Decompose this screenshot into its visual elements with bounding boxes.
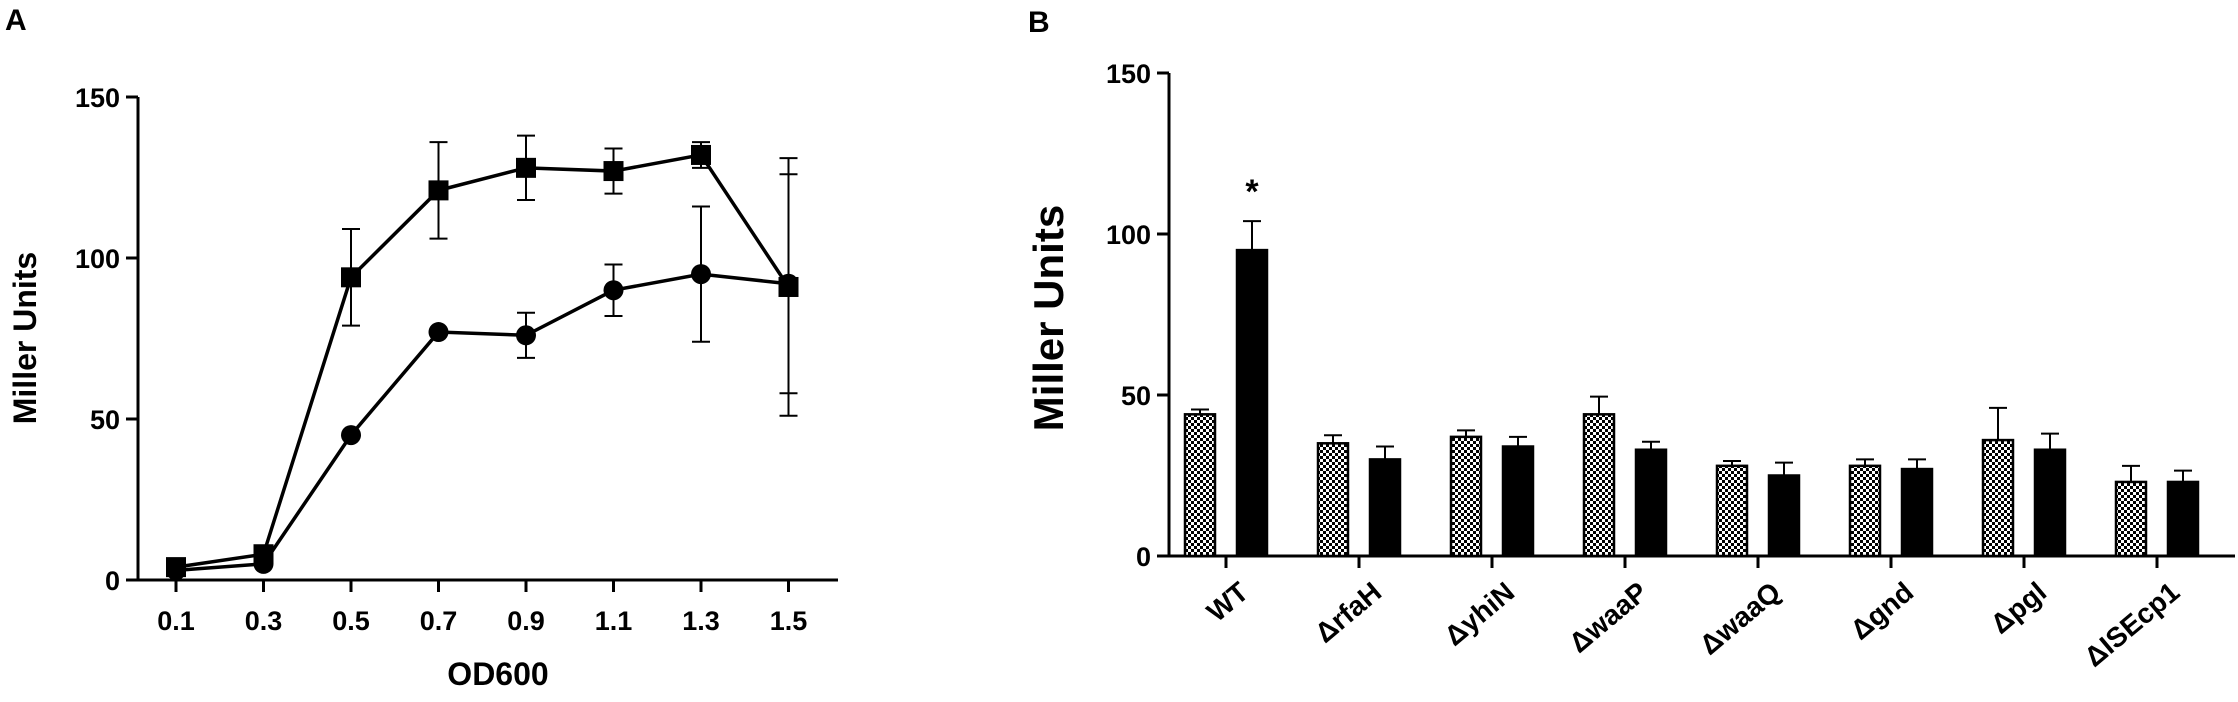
panel-b-error-bar xyxy=(1457,429,1475,437)
panel-a-y-axis-title: Miller Units xyxy=(7,252,43,424)
panel-b-checkered-bar xyxy=(2114,480,2148,558)
panel-b-category-label: ΔwaaP xyxy=(1563,576,1653,659)
panel-b-y-axis-title: Miller Units xyxy=(1025,205,1072,431)
panel-a-x-axis-title: OD600 xyxy=(447,656,548,692)
panel-b-solid-bar xyxy=(1767,474,1801,558)
panel-b-error-bar xyxy=(1723,460,1741,466)
panel-b-bar-chart: 0 50 100 150 WT ΔrfaH ΔyhiN ΔwaaP ΔwaaQ Δgnd Δpgl… xyxy=(1025,59,2235,673)
panel-a-circle-marker xyxy=(428,322,449,343)
panel-b-category-label: ΔyhiN xyxy=(1438,576,1520,652)
panel-letter-a: A xyxy=(5,4,27,37)
panel-b-error-bar xyxy=(2174,469,2192,482)
panel-b-error-bar xyxy=(1856,458,1874,466)
panel-a-x-tick-label: 1.1 xyxy=(595,606,633,636)
panel-a-line-chart: 0 50 100 150 0.1 0.3 0.5 0.7 0.9 1.1 1.3 1.5 OD600… xyxy=(7,83,838,692)
panel-letter-b: B xyxy=(1028,6,1050,39)
panel-b-error-bar xyxy=(1590,395,1608,415)
panel-a-series-line xyxy=(175,272,789,573)
panel-b-category-label: ΔISEcp1 xyxy=(2078,576,2185,673)
panel-b-error-bar xyxy=(1243,220,1261,251)
panel-a-circle-marker xyxy=(253,553,274,574)
panel-a-circle-marker xyxy=(691,264,711,285)
panel-b-solid-bar xyxy=(2033,448,2067,558)
panel-b-y-tick-label: 100 xyxy=(1106,220,1151,250)
panel-b-checkered-bar xyxy=(1848,464,1882,558)
panel-a-x-tick-label: 0.3 xyxy=(245,606,283,636)
panel-a-square-marker xyxy=(691,144,711,165)
panel-a-x-tick-label: 1.3 xyxy=(682,606,720,636)
panel-b-error-bar xyxy=(2122,464,2140,482)
panel-a-x-tick-label: 0.5 xyxy=(332,606,370,636)
panel-b-error-bar xyxy=(1376,445,1394,460)
panel-b-solid-bar xyxy=(1368,458,1402,558)
panel-b-solid-bar xyxy=(1501,445,1535,558)
panel-b-y-tick-label: 150 xyxy=(1106,59,1151,89)
panel-b-category-label: Δpgl xyxy=(1985,576,2053,640)
panel-a-y-tick-label: 0 xyxy=(105,566,120,596)
panel-a-square-marker xyxy=(341,267,361,288)
panel-b-error-bar xyxy=(1908,458,1926,470)
panel-a-x-tick-label: 0.1 xyxy=(157,606,195,636)
panel-b-error-bar xyxy=(1989,406,2007,441)
panel-b-error-bar xyxy=(1509,435,1527,447)
panel-b-solid-bar xyxy=(1634,448,1668,558)
panel-a-circle-marker xyxy=(516,325,536,346)
panel-b-significance-annotation: * xyxy=(1245,173,1259,211)
panel-b-solid-bar xyxy=(1235,248,1269,558)
panel-b-error-bar xyxy=(1324,434,1342,444)
panel-b-category-label: WT xyxy=(1201,576,1254,628)
panel-a-circle-marker xyxy=(341,425,361,446)
panel-a-y-tick-label: 50 xyxy=(90,405,120,435)
panel-a-square-marker xyxy=(516,157,536,178)
panel-a-circle-marker xyxy=(166,560,186,581)
panel-b-category-label: Δgnd xyxy=(1845,576,1920,646)
panel-b-solid-bar xyxy=(2166,480,2200,558)
panel-b-error-bar xyxy=(1775,461,1793,476)
panel-a-y-tick-label: 150 xyxy=(75,83,120,113)
panel-b-solid-bar xyxy=(1900,467,1934,558)
panel-a-series-line xyxy=(175,153,790,569)
panel-a-x-tick-label: 0.7 xyxy=(420,606,458,636)
panel-b-checkered-bar xyxy=(1449,435,1483,558)
panel-a-square-marker xyxy=(428,180,449,201)
panel-b-category-label: ΔrfaH xyxy=(1309,576,1387,649)
panel-b-checkered-bar xyxy=(1981,438,2015,558)
panel-b-category-label: ΔwaaQ xyxy=(1694,576,1787,661)
panel-b-y-tick-label: 0 xyxy=(1136,542,1151,572)
panel-b-checkered-bar xyxy=(1316,442,1350,558)
panel-a-x-tick-label: 1.5 xyxy=(770,606,808,636)
panel-b-error-bar xyxy=(2041,432,2059,450)
panel-a-square-marker xyxy=(603,161,624,182)
panel-a-circle-marker xyxy=(778,273,799,294)
panel-a-y-tick-label: 100 xyxy=(75,244,120,274)
panel-b-checkered-bar xyxy=(1582,413,1616,558)
panel-a-x-tick-label: 0.9 xyxy=(507,606,545,636)
panel-a-circle-marker xyxy=(603,280,624,301)
panel-b-error-bar xyxy=(1642,440,1660,450)
panel-b-error-bar xyxy=(1191,408,1209,415)
panel-b-checkered-bar xyxy=(1183,413,1217,558)
panel-b-checkered-bar xyxy=(1715,464,1749,558)
panel-b-y-tick-label: 50 xyxy=(1121,381,1151,411)
